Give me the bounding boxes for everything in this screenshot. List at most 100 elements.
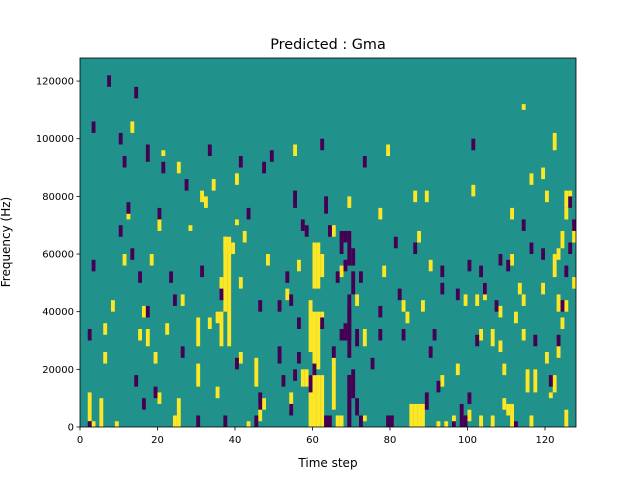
heatmap-cell-low [459, 403, 464, 427]
low-cells-group [87, 75, 576, 427]
heatmap-cell-low [328, 415, 332, 427]
heatmap-cell-low [572, 219, 576, 231]
heatmap-cell-low [471, 138, 476, 151]
heatmap-cell-high [455, 363, 460, 376]
plot-background [80, 58, 576, 427]
heatmap-cell-high [401, 300, 406, 312]
heatmap-cell-high [552, 375, 557, 393]
heatmap-cell-low [254, 415, 259, 427]
heatmap-cell-low [235, 357, 239, 370]
heatmap-cell-low [362, 156, 367, 168]
chart-title: Predicted : Gma [270, 37, 386, 53]
heatmap-cell-high [498, 340, 503, 353]
heatmap-cell-low [351, 248, 356, 266]
heatmap-cell-low [145, 305, 150, 318]
heatmap-cell-high [362, 415, 367, 422]
heatmap-cell-high [219, 277, 224, 295]
heatmap-cell-low [335, 271, 340, 283]
heatmap-cell-low [331, 346, 336, 358]
heatmap-cell-high [564, 300, 569, 312]
heatmap-cell-high [254, 357, 259, 387]
heatmap-cell-high [176, 398, 181, 427]
heatmap-cell-low [401, 328, 406, 341]
heatmap-cell-low [289, 403, 294, 416]
high-cells-group [87, 104, 576, 427]
heatmap-cell-low [293, 190, 297, 208]
heatmap-cell-low [339, 242, 344, 255]
y-tick-label: 20000 [42, 365, 74, 376]
x-tick-label: 0 [77, 435, 83, 446]
heatmap-cell-high [514, 311, 518, 324]
heatmap-cell-high [215, 386, 220, 399]
heatmap-cell-low [200, 265, 204, 278]
heatmap-cell-low [130, 248, 135, 260]
heatmap-cell-high [529, 415, 534, 427]
heatmap-cell-low [126, 202, 131, 214]
heatmap-cell-low [269, 150, 274, 162]
heatmap-cell-high [142, 305, 146, 318]
heatmap-cell-high [91, 421, 96, 427]
heatmap-cell-low [134, 86, 139, 99]
heatmap-cell-low [413, 242, 418, 255]
heatmap-cell-low [118, 132, 123, 145]
heatmap-cell-low [347, 375, 352, 427]
heatmap-cell-low [138, 271, 142, 283]
y-axis-label: Frequency (Hz) [0, 197, 13, 288]
heatmap-cell-low [324, 415, 328, 427]
heatmap-cell-low [548, 375, 553, 387]
heatmap-cell-low [343, 230, 348, 243]
heatmap-cell-low [359, 271, 363, 283]
heatmap-cell-high [413, 190, 418, 203]
heatmap-cell-high [157, 219, 162, 231]
heatmap-cell-high [386, 144, 390, 157]
x-tick-label: 80 [384, 435, 397, 446]
heatmap-cell-high [335, 415, 340, 427]
heatmap-cell-low [347, 305, 352, 341]
heatmap-cell-high [517, 282, 522, 295]
heatmap-cell-high [122, 254, 127, 266]
heatmap-cell-low [378, 305, 383, 318]
heatmap-cell-high [541, 167, 545, 180]
heatmap-cell-high [428, 259, 433, 272]
heatmap-cell-high [444, 421, 449, 427]
heatmap-cell-high [231, 242, 235, 255]
heatmap-cell-high [525, 369, 530, 393]
heatmap-cell-low [339, 230, 344, 243]
heatmap-cell-low [370, 357, 375, 370]
heatmap-cell-low [452, 421, 456, 427]
heatmap-cell-high [99, 398, 104, 427]
heatmap-cell-low [219, 288, 224, 301]
heatmap-cell-high [533, 369, 538, 393]
heatmap-cell-high [176, 161, 181, 174]
heatmap-cell-high [320, 375, 325, 427]
heatmap-cell-low [428, 346, 433, 358]
y-tick-label: 80000 [42, 192, 74, 203]
heatmap-cell-low [277, 300, 282, 312]
heatmap-cell-low [351, 369, 356, 399]
heatmap-cell-low [297, 352, 301, 364]
heatmap-cell-high [413, 403, 418, 427]
heatmap-cell-low [207, 144, 212, 157]
heatmap-cell-high [316, 375, 321, 427]
heatmap-cell-high [560, 230, 565, 249]
heatmap-cell-high [510, 254, 514, 266]
heatmap-cell-low [467, 392, 472, 404]
heatmap-cell-high [382, 265, 387, 278]
heatmap-cell-high [316, 242, 321, 289]
y-tick-label: 60000 [42, 250, 74, 261]
heatmap-cell-high [300, 369, 305, 387]
heatmap-cell-low [91, 121, 96, 133]
heatmap-cell-low [440, 282, 445, 295]
heatmap-cell-high [479, 328, 483, 341]
heatmap-cell-high [238, 277, 243, 289]
heatmap-cell-high [312, 242, 317, 289]
y-axis: 0 20000 40000 60000 80000 100000 120000 [36, 77, 80, 434]
heatmap-cell-high [510, 207, 514, 220]
heatmap-cell-high [347, 196, 352, 208]
heatmap-cell-high [196, 317, 201, 347]
heatmap-cell-high [188, 225, 193, 231]
heatmap-cell-low [122, 156, 127, 168]
heatmap-cell-high [572, 225, 576, 243]
heatmap-cell-high [479, 415, 483, 427]
